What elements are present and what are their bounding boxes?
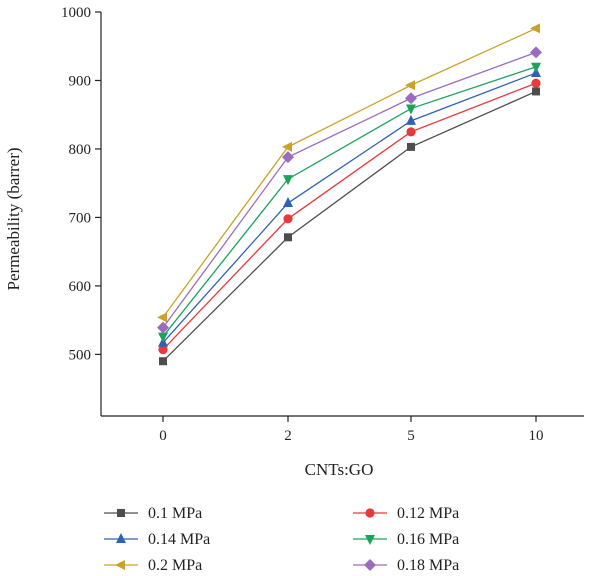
x-tick-label: 2 xyxy=(284,428,292,444)
data-point xyxy=(158,332,168,343)
x-tick-label: 10 xyxy=(529,428,544,444)
data-point xyxy=(531,62,541,73)
legend-label: 0.12 MPa xyxy=(397,505,459,522)
data-point xyxy=(283,175,293,186)
series-line xyxy=(162,27,537,318)
legend-marker xyxy=(364,559,376,571)
data-point xyxy=(406,114,416,125)
series-0_16-MPa xyxy=(158,62,541,343)
data-point xyxy=(282,141,292,152)
axis-ticks: 500 600 700 800 900 1000 0 2 5 10 xyxy=(61,5,544,444)
data-point xyxy=(157,321,169,334)
legend-marker xyxy=(365,508,375,518)
data-point xyxy=(159,357,167,366)
data-point xyxy=(530,46,542,59)
data-point xyxy=(405,80,415,91)
legend-label: 0.2 MPa xyxy=(148,557,202,574)
y-tick-label: 1000 xyxy=(61,5,91,21)
x-tick-label: 0 xyxy=(159,428,167,444)
data-point xyxy=(157,312,167,323)
data-point xyxy=(407,142,415,151)
series-layer xyxy=(157,23,542,366)
data-point xyxy=(406,104,416,115)
y-tick-label: 900 xyxy=(69,73,92,89)
y-tick-label: 800 xyxy=(69,142,92,158)
y-axis-title: Permeability (barrer) xyxy=(4,147,23,290)
legend-marker xyxy=(116,533,126,543)
legend-label: 0.1 MPa xyxy=(148,505,202,522)
data-point xyxy=(283,214,293,224)
legend-label: 0.16 MPa xyxy=(397,531,459,548)
series-0_2-MPa xyxy=(157,23,540,323)
legend-item: 0.2 MPa xyxy=(104,557,202,574)
x-axis-title: CNTs:GO xyxy=(305,460,374,479)
legend-marker xyxy=(115,560,125,570)
plot-axes xyxy=(100,12,584,417)
data-point xyxy=(530,23,540,34)
series-line xyxy=(162,51,537,329)
data-point xyxy=(158,344,168,355)
data-point xyxy=(531,78,541,88)
legend-marker xyxy=(117,509,125,517)
legend-item: 0.12 MPa xyxy=(353,505,459,522)
series-0_12-MPa xyxy=(158,78,541,355)
legend-item: 0.1 MPa xyxy=(104,505,202,522)
y-tick-label: 700 xyxy=(69,210,92,226)
y-tick-label: 500 xyxy=(69,347,92,363)
series-0_14-MPa xyxy=(158,66,541,347)
data-point xyxy=(405,92,417,105)
series-line xyxy=(162,66,537,337)
legend-label: 0.14 MPa xyxy=(148,531,210,548)
data-point xyxy=(283,197,293,208)
data-point xyxy=(532,87,540,96)
data-point xyxy=(282,151,294,164)
series-0_18-MPa xyxy=(157,46,542,334)
series-0_1-MPa xyxy=(159,87,540,366)
series-line xyxy=(162,72,537,344)
legend-label: 0.18 MPa xyxy=(397,557,459,574)
data-point xyxy=(284,233,292,242)
legend-marker xyxy=(365,535,375,545)
legend-item: 0.18 MPa xyxy=(353,557,459,574)
legend-item: 0.16 MPa xyxy=(353,531,459,548)
series-line xyxy=(162,90,537,362)
y-tick-label: 600 xyxy=(69,279,92,295)
x-tick-label: 5 xyxy=(407,428,415,444)
series-line xyxy=(162,82,537,351)
legend: 0.1 MPa 0.12 MPa 0.14 MPa 0.16 MPa 0.2 MPa 0.… xyxy=(104,505,459,574)
data-point xyxy=(406,127,416,137)
legend-item: 0.14 MPa xyxy=(104,531,210,548)
